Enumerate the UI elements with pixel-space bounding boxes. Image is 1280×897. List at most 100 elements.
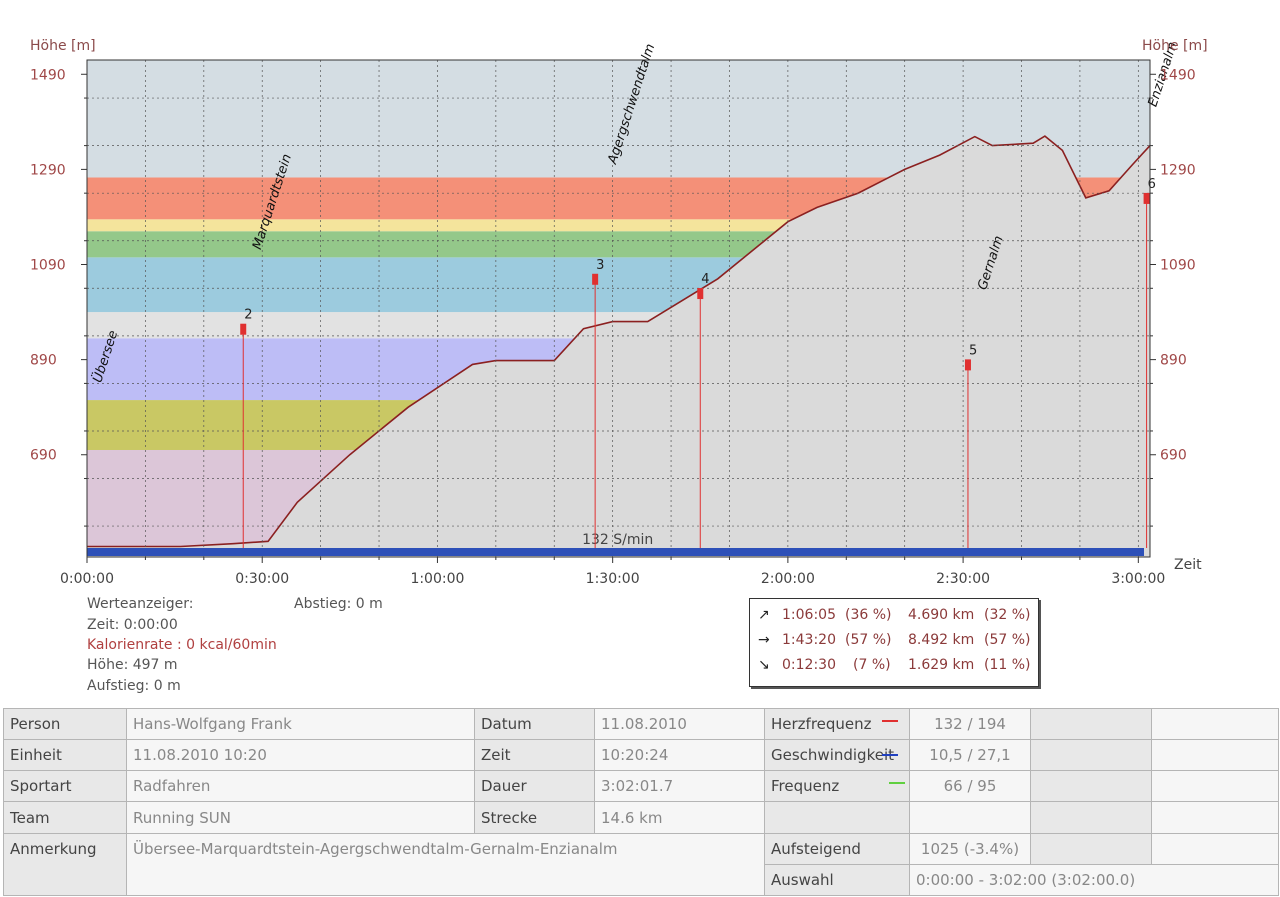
arrow-right-icon: → <box>758 632 770 648</box>
waypoint-label: 6 <box>1148 177 1156 192</box>
summary-distance-pct: (11 %) <box>984 657 1031 673</box>
x-tick-label: 2:00:00 <box>761 571 815 587</box>
value-panel-kalorienrate: Kalorienrate : 0 kcal/60min <box>87 637 277 653</box>
speed-band-label: 132 S/min <box>582 532 653 548</box>
empty-cell <box>764 801 910 834</box>
table-row: Team Running SUN Strecke 14.6 km <box>3 801 1279 834</box>
dauer-label: Dauer <box>474 770 595 803</box>
frequenz-value: 66 / 95 <box>909 770 1031 803</box>
empty-cell <box>1030 770 1152 803</box>
summary-distance: 1.629 km <box>908 657 975 673</box>
geschwindigkeit-value: 10,5 / 27,1 <box>909 739 1031 772</box>
team-label: Team <box>3 801 127 834</box>
dauer-value: 3:02:01.7 <box>594 770 765 803</box>
value-panel: Werteanzeiger: Abstieg: 0 m Zeit: 0:00:0… <box>87 596 467 700</box>
value-panel-abstieg: Abstieg: 0 m <box>294 596 383 612</box>
x-tick-label: 1:00:00 <box>410 571 464 587</box>
aufsteigend-value: 1025 (-3.4%) <box>909 832 1031 865</box>
strecke-label: Strecke <box>474 801 595 834</box>
y-tick-label-left: 890 <box>30 353 57 369</box>
frequenz-label-text: Frequenz <box>771 777 840 796</box>
x-tick-label: 0:30:00 <box>235 571 289 587</box>
zeit-value[interactable]: 10:20:24 <box>594 739 765 772</box>
y-tick-label-left: 1490 <box>30 67 66 83</box>
waypoint-marker <box>697 288 704 300</box>
y-tick-label-right: 1290 <box>1160 162 1196 178</box>
arrow-down-right-icon: ↘ <box>758 657 770 673</box>
grid-lines <box>87 60 1150 557</box>
datum-value[interactable]: 11.08.2010 <box>594 707 765 741</box>
x-tick-label: 3:00:00 <box>1111 571 1165 587</box>
geschwindigkeit-label-text: Geschwindigkeit <box>771 746 895 765</box>
x-axis-label: Zeit <box>1174 557 1202 573</box>
waypoint-marker <box>592 273 599 285</box>
y-tick-label-left: 1090 <box>30 258 66 274</box>
summary-row-flat: → 1:43:20 (57 %) 8.492 km (57 %) <box>750 632 1038 656</box>
table-row: Sportart Radfahren Dauer 3:02:01.7 Frequ… <box>3 770 1279 803</box>
waypoint-markers[interactable]: 2 3 4 5 6 <box>240 177 1156 548</box>
summary-time-pct: (36 %) <box>845 607 892 623</box>
y-tick-label-right: 890 <box>1160 353 1187 369</box>
x-tick-label: 2:30:00 <box>936 571 990 587</box>
value-panel-aufstieg: Aufstieg: 0 m <box>87 678 181 694</box>
frequenz-label: Frequenz <box>764 770 910 803</box>
waypoint-marker <box>964 359 971 371</box>
empty-cell <box>1151 707 1279 741</box>
waypoint-label: 3 <box>596 258 604 273</box>
person-label: Person <box>3 707 127 741</box>
y-tick-label-right: 690 <box>1160 448 1187 464</box>
elevation-fill <box>87 136 1150 557</box>
summary-time-pct: (7 %) <box>853 657 891 673</box>
empty-cell <box>1151 832 1279 865</box>
x-tick-label: 1:30:00 <box>586 571 640 587</box>
arrow-up-right-icon: ↗ <box>758 607 770 623</box>
herzfrequenz-label: Herzfrequenz <box>764 707 910 741</box>
x-tick-label: 0:00:00 <box>60 571 114 587</box>
auswahl-value: 0:00:00 - 3:02:00 (3:02:00.0) <box>909 863 1279 897</box>
waypoint-label: 4 <box>701 272 709 287</box>
value-panel-title: Werteanzeiger: <box>87 596 194 612</box>
empty-cell <box>909 801 1031 834</box>
strecke-value: 14.6 km <box>594 801 765 834</box>
einheit-label: Einheit <box>3 739 127 772</box>
table-row: Einheit 11.08.2010 10:20 Zeit 10:20:24 G… <box>3 739 1279 772</box>
table-row: Auswahl 0:00:00 - 3:02:00 (3:02:00.0) <box>4 863 1279 897</box>
y-axis-label-left: Höhe [m] <box>30 38 96 54</box>
hr-zone-band <box>87 219 1150 232</box>
table-row: Anmerkung Übersee-Marquardtstein-Agergsc… <box>3 832 1279 897</box>
person-value[interactable]: Hans-Wolfgang Frank <box>126 707 475 741</box>
aufsteigend-label: Aufsteigend <box>764 832 910 865</box>
team-value[interactable]: Running SUN <box>126 801 475 834</box>
speed-band-bar <box>87 548 1144 556</box>
empty-cell <box>1151 801 1279 834</box>
anmerkung-value[interactable]: Übersee-Marquardtstein-Agergschwendtalm-… <box>126 832 765 897</box>
value-panel-hoehe: Höhe: 497 m <box>87 657 178 673</box>
summary-distance: 4.690 km <box>908 607 975 623</box>
zeit-label: Zeit <box>474 739 595 772</box>
empty-cell <box>1151 770 1279 803</box>
summary-time-pct: (57 %) <box>845 632 892 648</box>
summary-row-descent: ↘ 0:12:30 (7 %) 1.629 km (11 %) <box>750 657 1038 681</box>
climb-summary-box: ↗ 1:06:05 (36 %) 4.690 km (32 %) → 1:43:… <box>749 598 1039 687</box>
y-tick-label-left: 690 <box>30 448 57 464</box>
sportart-value[interactable]: Radfahren <box>126 770 475 803</box>
value-panel-zeit: Zeit: 0:00:00 <box>87 617 178 633</box>
empty-cell <box>1030 832 1152 865</box>
elevation-area <box>87 135 1150 557</box>
geschwindigkeit-legend-swatch <box>882 754 898 757</box>
y-axis-ticks: 690 690 890 890 1090 1090 1290 1290 1490 1490 <box>30 67 1196 527</box>
datum-label: Datum <box>474 707 595 741</box>
elevation-line <box>87 135 1150 548</box>
herzfrequenz-legend-swatch <box>881 719 898 722</box>
table-row: Person Hans-Wolfgang Frank Datum 11.08.2… <box>3 707 1279 741</box>
einheit-value[interactable]: 11.08.2010 10:20 <box>126 739 475 772</box>
summary-distance-pct: (32 %) <box>984 607 1031 623</box>
y-tick-label-right: 1090 <box>1160 258 1196 274</box>
auswahl-label: Auswahl <box>764 863 910 897</box>
plot-frame <box>86 59 1151 558</box>
waypoint-label: 5 <box>969 343 977 358</box>
workout-info-table: Person Hans-Wolfgang Frank Datum 11.08.2… <box>3 707 1279 897</box>
summary-time: 1:43:20 <box>782 632 836 648</box>
y-axis-label-right: Höhe [m] <box>1142 38 1208 54</box>
